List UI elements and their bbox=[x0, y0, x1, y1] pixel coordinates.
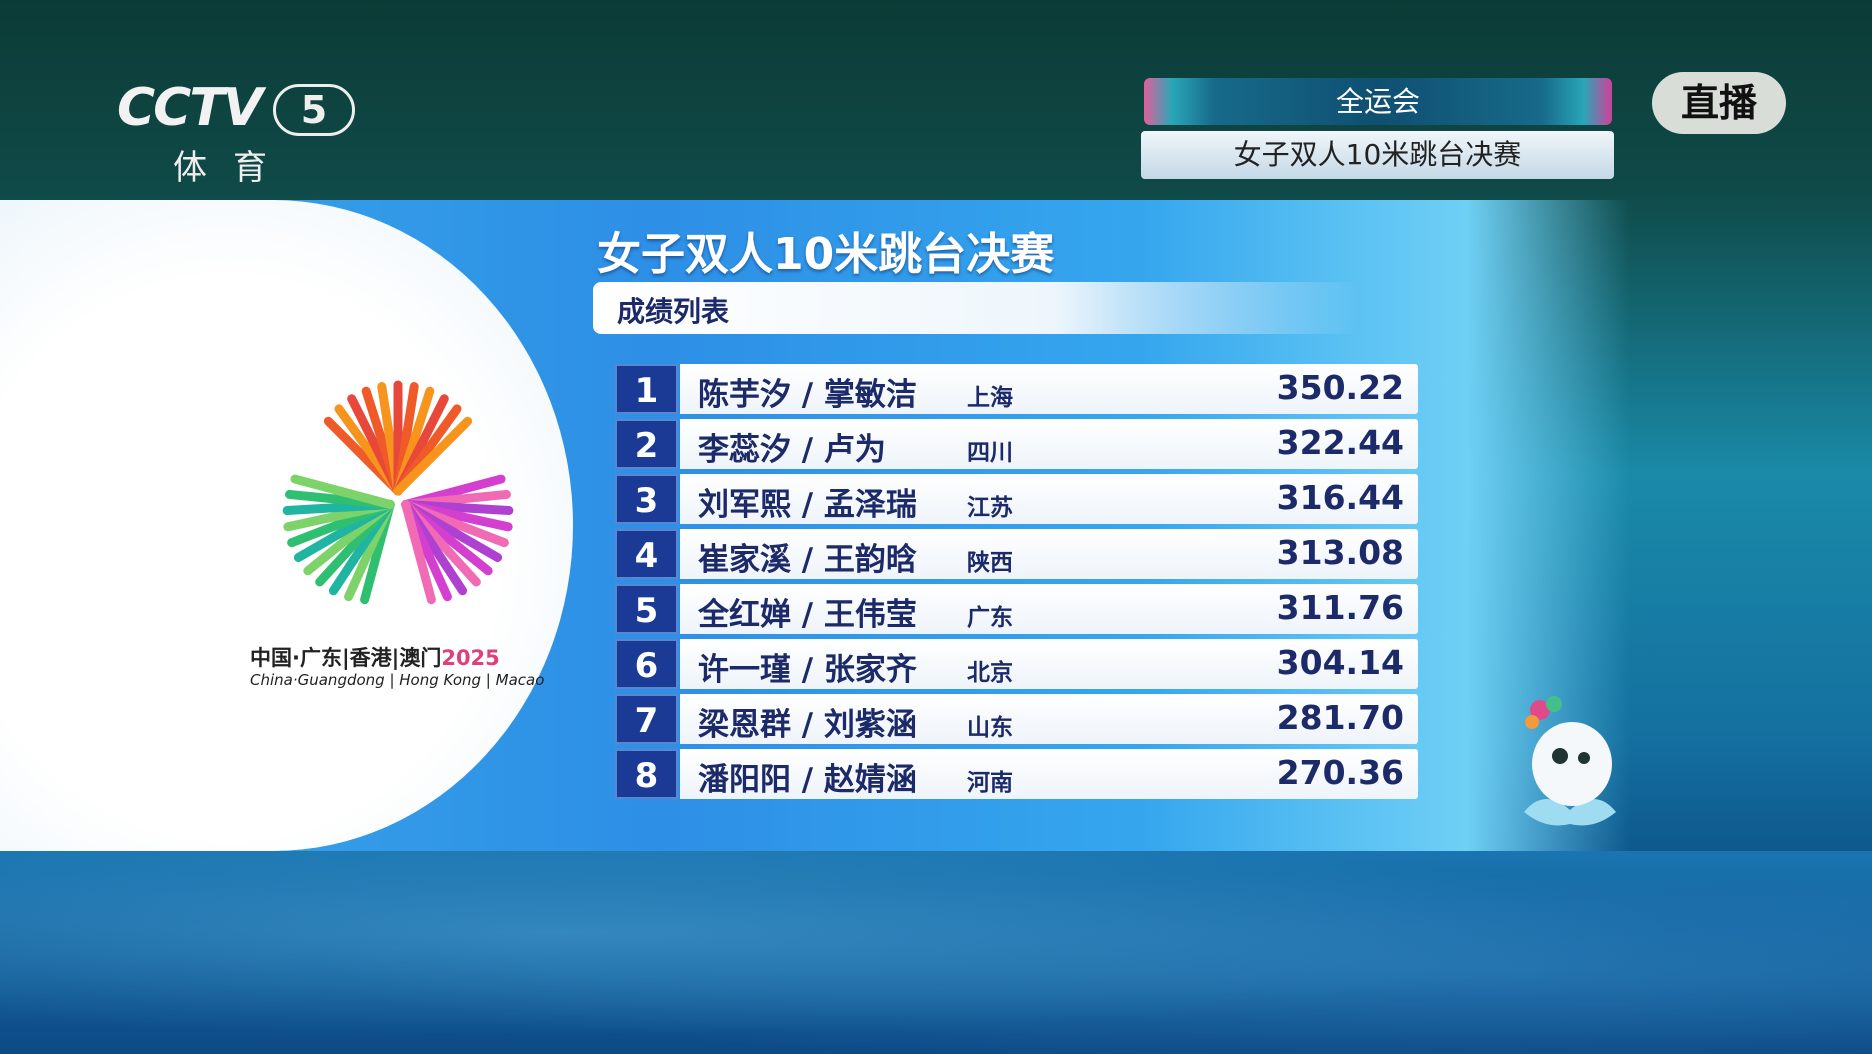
event-label: 女子双人10米跳台决赛 bbox=[1141, 131, 1614, 179]
result-row: 3 刘军熙 / 孟泽瑞 江苏 316.44 bbox=[615, 474, 1418, 524]
result-row: 4 崔家溪 / 王韵晗 陕西 313.08 bbox=[615, 529, 1418, 579]
score: 270.36 bbox=[1276, 753, 1404, 792]
board-subtitle-bar: 成绩列表 bbox=[593, 282, 1361, 334]
athlete-names: 潘阳阳 / 赵婧涵 bbox=[698, 762, 917, 798]
result-row: 2 李蕊汐 / 卢为 四川 322.44 bbox=[615, 419, 1418, 469]
rank: 1 bbox=[615, 364, 678, 414]
row-bar: 陈芋汐 / 掌敏洁 上海 350.22 bbox=[680, 364, 1418, 414]
games-emblem-icon bbox=[282, 380, 514, 605]
row-bar: 崔家溪 / 王韵晗 陕西 313.08 bbox=[680, 529, 1418, 579]
province: 上海 bbox=[967, 385, 1013, 411]
score: 304.14 bbox=[1276, 643, 1404, 682]
result-row: 6 许一瑾 / 张家齐 北京 304.14 bbox=[615, 639, 1418, 689]
province: 陕西 bbox=[967, 550, 1013, 576]
water-background bbox=[0, 851, 1872, 1054]
cctv5-logo: CCTV 5 体育 bbox=[113, 78, 358, 188]
channel-name: 体育 bbox=[173, 148, 293, 188]
rank: 8 bbox=[615, 749, 678, 799]
channel-logo-text: CCTV bbox=[117, 78, 263, 138]
score: 322.44 bbox=[1276, 423, 1404, 462]
rank: 2 bbox=[615, 419, 678, 469]
live-badge: 直播 bbox=[1652, 72, 1786, 134]
row-bar: 许一瑾 / 张家齐 北京 304.14 bbox=[680, 639, 1418, 689]
emblem-petal bbox=[401, 500, 436, 605]
score: 311.76 bbox=[1276, 588, 1404, 627]
rank: 6 bbox=[615, 639, 678, 689]
athlete-names: 陈芋汐 / 掌敏洁 bbox=[698, 377, 917, 413]
result-row: 1 陈芋汐 / 掌敏洁 上海 350.22 bbox=[615, 364, 1418, 414]
athlete-names: 崔家溪 / 王韵晗 bbox=[698, 542, 917, 578]
emblem-petal bbox=[393, 416, 473, 496]
row-bar: 刘军熙 / 孟泽瑞 江苏 316.44 bbox=[680, 474, 1418, 524]
result-row: 8 潘阳阳 / 赵婧涵 河南 270.36 bbox=[615, 749, 1418, 799]
row-bar: 全红婵 / 王伟莹 广东 311.76 bbox=[680, 584, 1418, 634]
emblem-text-en: China·Guangdong | Hong Kong | Macao bbox=[250, 671, 545, 689]
row-bar: 潘阳阳 / 赵婧涵 河南 270.36 bbox=[680, 749, 1418, 799]
score: 281.70 bbox=[1276, 698, 1404, 737]
result-row: 7 梁恩群 / 刘紫涵 山东 281.70 bbox=[615, 694, 1418, 744]
rank: 7 bbox=[615, 694, 678, 744]
row-bar: 李蕊汐 / 卢为 四川 322.44 bbox=[680, 419, 1418, 469]
province: 四川 bbox=[967, 440, 1013, 466]
mascot-icon bbox=[1524, 696, 1616, 826]
rank: 3 bbox=[615, 474, 678, 524]
rank: 4 bbox=[615, 529, 678, 579]
emblem-petal bbox=[290, 474, 395, 509]
emblem-text-cn: 中国·广东|香港|澳门2025 bbox=[250, 646, 500, 670]
channel-number: 5 bbox=[273, 84, 355, 136]
athlete-names: 梁恩群 / 刘紫涵 bbox=[698, 707, 917, 743]
athlete-names: 全红婵 / 王伟莹 bbox=[698, 597, 917, 633]
score: 350.22 bbox=[1276, 368, 1404, 407]
province: 北京 bbox=[967, 660, 1013, 686]
province: 江苏 bbox=[967, 495, 1013, 521]
score: 313.08 bbox=[1276, 533, 1404, 572]
province: 广东 bbox=[967, 605, 1013, 631]
board-subtitle: 成绩列表 bbox=[617, 295, 730, 328]
athlete-names: 许一瑾 / 张家齐 bbox=[698, 652, 917, 688]
rank: 5 bbox=[615, 584, 678, 634]
row-bar: 梁恩群 / 刘紫涵 山东 281.70 bbox=[680, 694, 1418, 744]
competition-badge: 全运会 bbox=[1144, 78, 1612, 125]
athlete-names: 刘军熙 / 孟泽瑞 bbox=[698, 487, 917, 523]
province: 河南 bbox=[967, 770, 1013, 796]
province: 山东 bbox=[967, 715, 1013, 741]
result-row: 5 全红婵 / 王伟莹 广东 311.76 bbox=[615, 584, 1418, 634]
score: 316.44 bbox=[1276, 478, 1404, 517]
board-title: 女子双人10米跳台决赛 bbox=[597, 229, 1055, 280]
athlete-names: 李蕊汐 / 卢为 bbox=[698, 432, 886, 468]
